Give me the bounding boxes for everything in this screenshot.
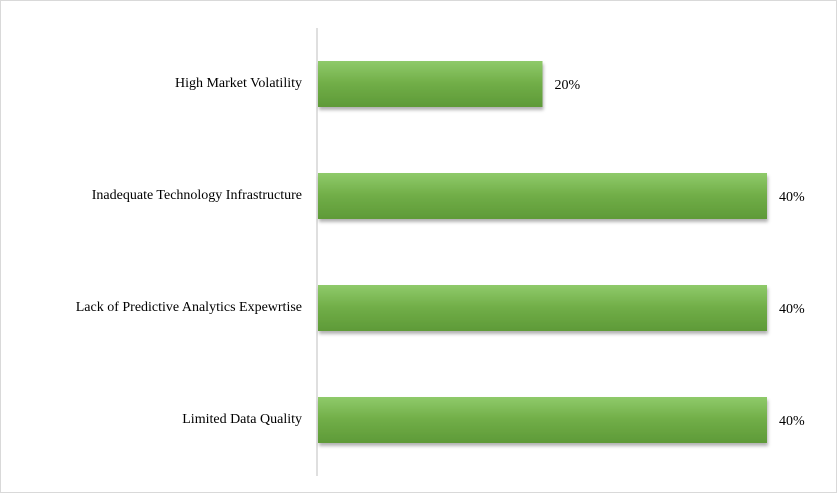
data-label: 40% xyxy=(779,190,805,205)
y-tick-label: High Market Volatility xyxy=(175,76,302,91)
data-label: 40% xyxy=(779,414,805,429)
data-label: 20% xyxy=(555,78,581,93)
bar xyxy=(318,173,767,219)
bar xyxy=(318,397,767,443)
y-tick-label: Lack of Predictive Analytics Expewrtise xyxy=(76,300,302,315)
y-tick-label: Limited Data Quality xyxy=(182,412,302,427)
data-label: 40% xyxy=(779,302,805,317)
bar xyxy=(318,61,543,107)
y-tick-label: Inadequate Technology Infrastructure xyxy=(92,188,302,203)
bar xyxy=(318,285,767,331)
